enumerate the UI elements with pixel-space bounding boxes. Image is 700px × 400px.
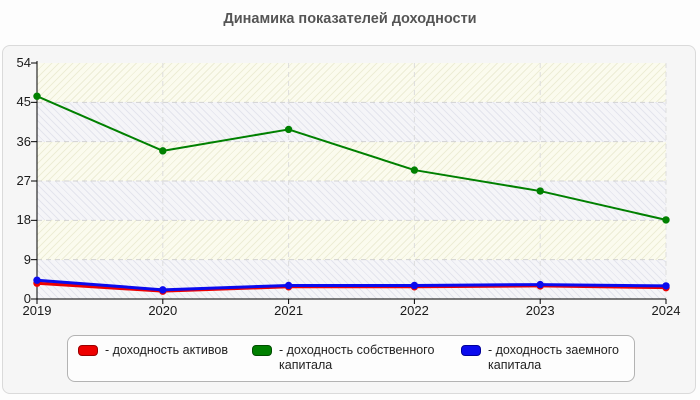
x-tick-label: 2022	[399, 303, 429, 318]
line-borrowed-marker	[284, 281, 293, 290]
x-tick-label: 2023	[525, 303, 555, 318]
x-tick-label: 2021	[274, 303, 304, 318]
legend-item-borrowed: - доходность заемного капитала	[461, 343, 640, 374]
y-tick-label: 27	[16, 173, 31, 188]
legend-label: - доходность собственного капитала	[279, 343, 435, 373]
legend-swatch-green	[252, 345, 272, 356]
y-tick-label: 18	[16, 212, 31, 228]
y-tick-label: 0	[23, 291, 31, 306]
plot-band	[37, 181, 666, 221]
line-equity-marker	[159, 147, 167, 155]
line-borrowed-marker	[662, 282, 670, 290]
legend: - доходность активов - доходность собств…	[67, 335, 635, 382]
y-tick-label: 36	[16, 133, 31, 149]
plot-band	[37, 220, 666, 260]
legend-item-equity: - доходность собственного капитала	[252, 343, 455, 374]
x-tick-label: 2019	[22, 303, 52, 318]
line-equity-marker	[33, 92, 41, 100]
x-tick-label: 2024	[651, 303, 681, 318]
line-equity-marker	[662, 216, 670, 224]
legend-item-assets: - доходность активов	[78, 343, 228, 358]
line-equity-marker	[410, 166, 419, 174]
y-tick-label: 45	[16, 94, 31, 110]
y-tick-label: 9	[23, 251, 31, 267]
legend-label: - доходность заемного капитала	[488, 343, 619, 373]
line-borrowed-marker	[159, 286, 167, 294]
legend-label: - доходность активов	[105, 343, 228, 357]
chart-title: Динамика показателей доходности	[223, 11, 477, 27]
line-equity-marker	[536, 187, 544, 195]
plot-band	[37, 141, 666, 181]
line-borrowed-marker	[410, 281, 419, 290]
axes	[36, 61, 666, 300]
plot-band	[37, 63, 666, 103]
x-tick-label: 2020	[148, 303, 178, 318]
line-equity-marker	[284, 125, 293, 134]
line-borrowed-marker	[33, 276, 41, 284]
plot-area	[37, 63, 666, 299]
plot-band	[37, 102, 666, 142]
line-borrowed	[36, 278, 667, 292]
legend-swatch-blue	[461, 345, 481, 356]
line-equity	[36, 95, 667, 221]
legend-swatch-red	[78, 345, 98, 356]
line-borrowed-marker	[536, 280, 544, 289]
plot-band	[37, 259, 666, 299]
y-tick-label: 54	[16, 55, 31, 70]
